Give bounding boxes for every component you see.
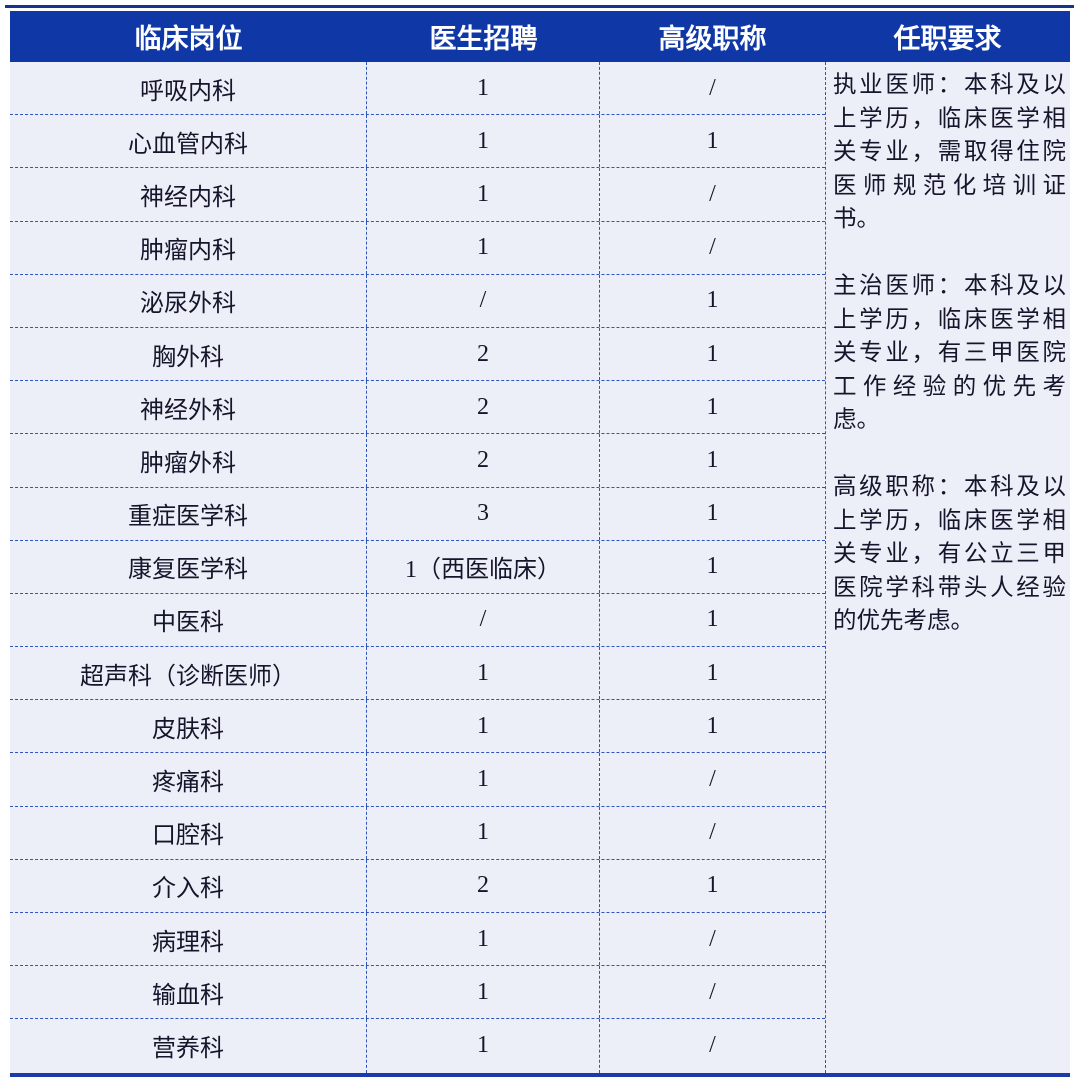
header-clinical-position: 临床岗位 — [134, 24, 243, 54]
senior-title-cell: / — [709, 1032, 716, 1059]
doctor-recruit-cell: 1 — [367, 753, 600, 806]
table-row: 疼痛科 1 / — [10, 753, 825, 807]
doctor-recruit-cell: 1 — [367, 1019, 600, 1073]
table-row: 中医科/ 1 — [10, 593, 825, 648]
doctor-recruit-cell: 1 — [367, 913, 600, 966]
doctor-recruit-cell: 1 — [367, 806, 600, 859]
doctor-recruit-cell: 1 — [367, 966, 600, 1019]
table-row: 介入科 2 1 — [10, 859, 825, 913]
doctor-recruit-cell: 1 — [367, 221, 600, 274]
table-row: 肿瘤外科 2 1 — [10, 434, 825, 488]
header-requirements: 任职要求 — [893, 24, 1002, 54]
position-cell: 病理科 — [10, 913, 367, 966]
doctor-recruit-cell: 3 — [367, 487, 600, 540]
senior-title-cell: 1 — [706, 340, 719, 367]
requirement-paragraph: 执业医师：本科及以上学历，临床医学相关专业，需取得住院医师规范化培训证书。 — [833, 72, 1066, 232]
doctor-recruit-cell: 2 — [367, 327, 600, 381]
position-cell: 重症医学科 — [10, 487, 367, 540]
doctor-recruit-cell: 1 — [367, 168, 600, 221]
senior-title-cell: / — [709, 978, 716, 1005]
doctor-recruit-cell: 1 — [367, 647, 600, 700]
table-row: 输血科 1 / — [10, 966, 825, 1020]
table-row: 泌尿外科/ 1 — [10, 274, 825, 328]
doctor-recruit-cell: 2 — [367, 859, 600, 912]
position-cell: 康复医学科 — [10, 540, 367, 593]
header-doctor-recruit: 医生招聘 — [429, 24, 538, 54]
senior-title-cell: / — [709, 74, 716, 101]
senior-title-cell: 1 — [706, 553, 719, 580]
position-cell: 神经内科 — [10, 168, 367, 221]
recruitment-table: 临床岗位 医生招聘 高级职称 任职要求 呼吸内科 1/心血管内科 1 1 神经内科 1/肿… — [10, 11, 1070, 1077]
table-row: 口腔科 1 / — [10, 806, 825, 860]
requirement-paragraph: 主治医师：本科及以上学历，临床医学相关专业，有三甲医院工作经验的优先考虑。 — [833, 273, 1066, 433]
table-row: 超声科（诊断医师） 1 1 — [10, 647, 825, 701]
table-row: 皮肤科 1 1 — [10, 700, 825, 754]
position-cell: 输血科 — [10, 966, 367, 1019]
top-divider-line — [5, 5, 1074, 8]
doctor-recruit-cell: 1 — [367, 700, 600, 753]
table-row: 心血管内科 1 1 — [10, 115, 825, 169]
position-cell: 心血管内科 — [10, 115, 367, 168]
position-cell: 口腔科 — [10, 806, 367, 859]
senior-title-cell: 1 — [706, 287, 719, 314]
position-cell: 皮肤科 — [10, 700, 367, 753]
doctor-recruit-cell: 1（西医临床） — [367, 540, 600, 593]
table-header-row: 临床岗位 医生招聘 高级职称 任职要求 — [10, 11, 1070, 62]
requirements-cell: 执业医师：本科及以上学历，临床医学相关专业，需取得住院医师规范化培训证书。 主治医… — [825, 62, 1070, 1073]
table-row: 重症医学科 3 1 — [10, 487, 825, 541]
table-row: 神经内科 1 / — [10, 168, 825, 222]
table-row: 营养科 1 / — [10, 1019, 825, 1073]
position-cell: 营养科 — [10, 1019, 367, 1073]
position-cell: 神经外科 — [10, 381, 367, 434]
position-cell: 疼痛科 — [10, 753, 367, 806]
doctor-recruit-cell: / — [367, 593, 600, 647]
position-cell: 超声科（诊断医师） — [10, 647, 367, 700]
senior-title-cell: / — [709, 925, 716, 952]
senior-title-cell: 1 — [706, 500, 719, 527]
senior-title-cell: 1 — [706, 712, 719, 739]
position-cell: 肿瘤内科 — [10, 221, 367, 274]
position-cell: 肿瘤外科 — [10, 434, 367, 487]
table-row: 病理科 1 / — [10, 913, 825, 967]
doctor-recruit-cell: 2 — [367, 381, 600, 434]
table-body-left: 呼吸内科 1/心血管内科 1 1 神经内科 1/肿瘤内科 1/泌尿外科/1 胸外科 2 1 神经外科… — [10, 62, 825, 1073]
table-row: 康复医学科 1（西医临床） 1 — [10, 540, 825, 594]
requirement-paragraph: 高级职称：本科及以上学历，临床医学相关专业，有公立三甲医院学科带头人经验的优先考… — [833, 474, 1066, 634]
table-row: 神经外科 2 1 — [10, 381, 825, 435]
table-row: 肿瘤内科 1 / — [10, 221, 825, 275]
senior-title-cell: / — [709, 234, 716, 261]
header-senior-title: 高级职称 — [658, 24, 767, 54]
senior-title-cell: / — [709, 766, 716, 793]
position-cell: 泌尿外科 — [10, 274, 367, 327]
senior-title-cell: 1 — [706, 659, 719, 686]
table-row: 胸外科 2 1 — [10, 327, 825, 382]
position-cell: 介入科 — [10, 859, 367, 912]
position-cell: 胸外科 — [10, 327, 367, 381]
senior-title-cell: 1 — [706, 872, 719, 899]
senior-title-cell: / — [709, 180, 716, 207]
doctor-recruit-cell: 1 — [367, 62, 600, 115]
doctor-recruit-cell: 1 — [367, 115, 600, 168]
doctor-recruit-cell: / — [367, 274, 600, 327]
senior-title-cell: 1 — [706, 446, 719, 473]
position-cell: 中医科 — [10, 593, 367, 647]
table-row: 呼吸内科 1 / — [10, 62, 825, 116]
senior-title-cell: 1 — [706, 606, 719, 633]
table-body: 呼吸内科 1/心血管内科 1 1 神经内科 1/肿瘤内科 1/泌尿外科/1 胸外科 2 1 神经外科… — [10, 62, 1070, 1073]
senior-title-cell: 1 — [706, 127, 719, 154]
doctor-recruit-cell: 2 — [367, 434, 600, 487]
position-cell: 呼吸内科 — [10, 62, 367, 115]
senior-title-cell: 1 — [706, 393, 719, 420]
senior-title-cell: / — [709, 819, 716, 846]
